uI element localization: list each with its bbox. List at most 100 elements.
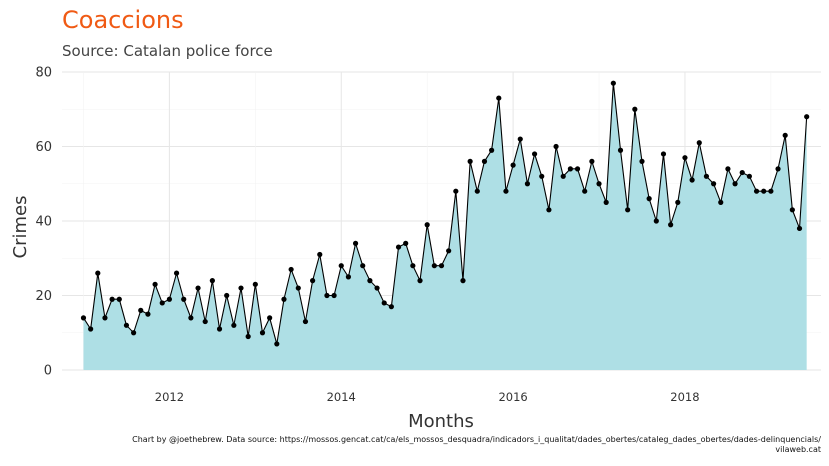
data-point xyxy=(159,300,165,306)
data-point xyxy=(510,162,516,168)
data-point xyxy=(739,169,745,176)
x-tick-label: 2018 xyxy=(670,390,699,404)
data-point xyxy=(610,80,616,86)
data-point xyxy=(295,285,301,291)
data-point xyxy=(539,173,545,179)
x-axis-label: Months xyxy=(408,411,474,432)
data-point xyxy=(453,188,459,194)
data-point xyxy=(675,199,681,205)
data-point xyxy=(388,304,394,310)
data-point xyxy=(682,155,688,161)
data-point xyxy=(603,199,609,205)
series-line xyxy=(83,83,808,345)
data-point xyxy=(632,106,638,112)
data-point xyxy=(503,188,509,194)
data-point xyxy=(181,296,187,302)
data-point xyxy=(338,263,344,269)
data-point xyxy=(317,251,323,258)
data-point xyxy=(145,311,151,317)
data-point xyxy=(496,95,502,101)
data-point xyxy=(195,285,201,291)
data-point xyxy=(789,207,795,213)
data-point xyxy=(718,199,724,205)
data-point xyxy=(446,248,452,254)
data-point xyxy=(345,274,352,280)
data-point xyxy=(166,296,173,302)
x-axis-ticks: 2012 2014 2016 2018 xyxy=(155,390,700,404)
data-point xyxy=(653,218,659,224)
data-point xyxy=(660,151,667,157)
data-point xyxy=(782,132,788,138)
data-point xyxy=(467,158,473,164)
data-point xyxy=(324,292,330,299)
data-point xyxy=(259,330,266,336)
chart-subtitle: Source: Catalan police force xyxy=(62,42,273,60)
data-point xyxy=(360,263,366,269)
data-point xyxy=(689,177,695,183)
data-point xyxy=(424,222,430,228)
data-point xyxy=(138,307,144,313)
data-point xyxy=(574,166,581,172)
data-point xyxy=(553,143,559,150)
data-point xyxy=(245,333,251,340)
data-point xyxy=(625,207,631,213)
y-tick-label: 60 xyxy=(35,140,52,155)
data-point xyxy=(102,315,108,321)
data-point xyxy=(123,322,130,328)
data-point xyxy=(732,181,738,187)
chart-caption: Chart by @joethebrew. Data source: https… xyxy=(101,435,821,455)
caption-source-line: Chart by @joethebrew. Data source: https… xyxy=(132,435,821,444)
data-point xyxy=(410,263,416,269)
data-point xyxy=(546,207,552,213)
data-point xyxy=(438,263,445,269)
data-point xyxy=(188,315,194,321)
caption-site-line: vilaweb.cat xyxy=(775,445,821,454)
data-point xyxy=(95,270,101,276)
data-point xyxy=(768,188,774,194)
data-point xyxy=(761,188,767,194)
data-point xyxy=(274,341,280,347)
chart-title: Coaccions xyxy=(62,6,184,34)
data-point xyxy=(152,281,158,287)
data-point xyxy=(531,151,538,157)
data-point xyxy=(216,326,223,332)
data-point xyxy=(596,181,602,187)
data-point xyxy=(567,166,573,172)
data-point xyxy=(288,266,294,273)
data-point xyxy=(617,147,624,153)
data-point xyxy=(474,188,480,194)
data-point xyxy=(331,292,337,299)
data-point xyxy=(710,181,717,187)
data-point xyxy=(460,278,466,284)
data-point xyxy=(131,330,137,336)
y-tick-label: 40 xyxy=(35,215,52,230)
data-point xyxy=(88,326,94,332)
data-point xyxy=(489,147,495,153)
data-point xyxy=(109,296,115,302)
data-point xyxy=(173,270,180,276)
data-point xyxy=(582,188,588,194)
y-axis-ticks: 0 20 40 60 80 xyxy=(35,66,52,379)
data-point xyxy=(560,173,566,179)
data-point xyxy=(703,173,710,179)
data-point xyxy=(646,196,652,202)
data-point xyxy=(796,225,803,232)
y-tick-label: 20 xyxy=(35,289,52,304)
data-point xyxy=(725,166,731,172)
data-point xyxy=(224,292,230,299)
data-point xyxy=(302,318,309,325)
data-point xyxy=(753,188,760,194)
data-point xyxy=(524,181,531,187)
data-point xyxy=(804,114,810,120)
series-area xyxy=(83,83,807,371)
data-point xyxy=(417,278,423,284)
x-tick-label: 2016 xyxy=(498,390,527,404)
data-point xyxy=(231,322,237,328)
data-points xyxy=(80,80,810,347)
data-point xyxy=(352,240,359,246)
data-point xyxy=(374,285,380,291)
data-point xyxy=(589,158,595,164)
data-point xyxy=(281,296,287,302)
data-point xyxy=(267,315,273,321)
